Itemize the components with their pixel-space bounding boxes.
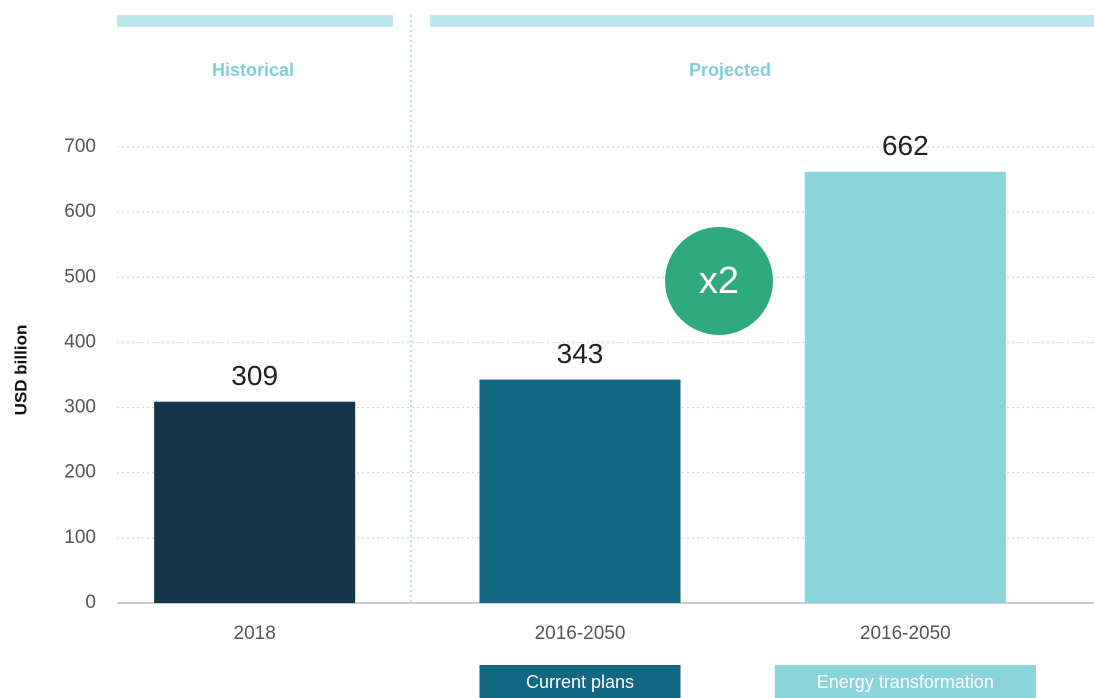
value-label: 662 (882, 130, 929, 161)
x-tick-label: 2018 (234, 623, 276, 644)
bar (479, 379, 681, 603)
bar (154, 401, 356, 603)
y-tick-label: 200 (64, 462, 96, 483)
legend-swatch (479, 665, 681, 698)
y-tick-label: 400 (64, 331, 96, 352)
x-tick-label: 2016-2050 (535, 623, 626, 644)
section-label: Projected (689, 60, 771, 80)
y-tick-label: 300 (64, 397, 96, 418)
x-tick-label: 2016-2050 (860, 623, 951, 644)
annotation-badge (665, 227, 773, 335)
value-label: 309 (231, 360, 278, 391)
legend-label: Energy transformation (817, 672, 994, 692)
section-band (430, 15, 1094, 27)
legend-swatch (774, 665, 1036, 698)
section-label: Historical (212, 60, 294, 80)
value-label: 343 (557, 338, 604, 369)
annotation: x2 (699, 260, 739, 302)
y-tick-label: 0 (85, 592, 96, 613)
section-band (117, 15, 393, 27)
y-tick-label: 700 (64, 136, 96, 157)
y-tick-label: 600 (64, 201, 96, 222)
y-axis-label: USD billion (11, 325, 30, 416)
y-tick-label: 500 (64, 266, 96, 287)
bar (804, 171, 1006, 604)
legend-label: Current plans (526, 672, 634, 692)
y-tick-label: 100 (64, 527, 96, 548)
